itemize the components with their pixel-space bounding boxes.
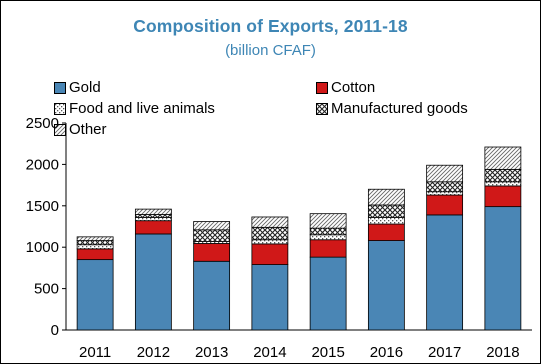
legend-label-cotton: Cotton xyxy=(331,79,376,96)
bar-segment-manufactured-goods-2018 xyxy=(484,168,522,183)
bar-segment-other-2012 xyxy=(134,208,172,215)
y-tick-label: 0 xyxy=(51,322,59,339)
bar-segment-gold-2017 xyxy=(426,214,464,331)
bar-segment-cotton-2012 xyxy=(134,220,172,235)
legend-item-cotton: Cotton xyxy=(316,79,375,96)
x-tick-label: 2016 xyxy=(370,344,403,361)
bar-segment-other-2013 xyxy=(193,221,231,231)
y-tick-label: 2500 xyxy=(26,115,59,132)
bar-segment-cotton-2014 xyxy=(251,243,289,265)
bar-segment-food-and-live-animals-2014 xyxy=(251,239,289,245)
x-tick-label: 2011 xyxy=(79,344,111,361)
bar-segment-other-2015 xyxy=(309,213,347,229)
x-tick-label: 2012 xyxy=(137,344,170,361)
bar-segment-manufactured-goods-2013 xyxy=(193,229,231,242)
bar-segment-gold-2012 xyxy=(134,233,172,331)
legend-swatch-manufactured xyxy=(316,102,328,115)
bar-segment-other-2011 xyxy=(76,236,114,241)
bar-segment-manufactured-goods-2014 xyxy=(251,226,289,241)
bar-segment-cotton-2015 xyxy=(309,239,347,258)
bar-segment-food-and-live-animals-2018 xyxy=(484,181,522,187)
chart-title: Composition of Exports, 2011-18 xyxy=(133,16,408,36)
x-tick-label: 2018 xyxy=(486,344,519,361)
bar-segment-manufactured-goods-2017 xyxy=(426,181,464,193)
bar-segment-cotton-2016 xyxy=(367,223,405,241)
chart-labels: 0 500 1000 1500 2000 2500 2011 2012 2013 2014 2015… xyxy=(26,115,520,361)
y-tick-label: 1500 xyxy=(26,198,59,215)
legend-swatch-cotton xyxy=(316,81,328,94)
bar-segment-other-2017 xyxy=(426,164,464,183)
legend-item-manufactured: Manufactured goods xyxy=(316,100,468,117)
bar-segment-food-and-live-animals-2017 xyxy=(426,191,464,196)
x-tick-label: 2015 xyxy=(311,344,344,361)
bar-segment-food-and-live-animals-2011 xyxy=(76,244,114,250)
legend-label-food: Food and live animals xyxy=(69,100,215,117)
y-tick-label: 500 xyxy=(34,281,59,298)
x-tick-label: 2017 xyxy=(428,344,461,361)
y-tick-label: 2000 xyxy=(26,156,59,173)
bar-segment-cotton-2017 xyxy=(426,194,464,216)
legend-swatch-gold xyxy=(54,81,66,94)
bar-segment-food-and-live-animals-2012 xyxy=(134,216,172,222)
bar-segment-manufactured-goods-2016 xyxy=(367,204,405,218)
legend-item-food: Food and live animals xyxy=(54,100,215,117)
bar-segment-manufactured-goods-2012 xyxy=(134,214,172,218)
legend-label-manufactured: Manufactured goods xyxy=(331,100,468,117)
bar-segment-manufactured-goods-2015 xyxy=(309,227,347,236)
bar-segment-gold-2013 xyxy=(193,260,231,331)
legend-swatch-food xyxy=(54,102,66,115)
bar-segment-gold-2014 xyxy=(251,264,289,331)
legend-label-gold: Gold xyxy=(69,79,101,96)
bar-segment-manufactured-goods-2011 xyxy=(76,240,114,246)
bar-segment-cotton-2018 xyxy=(484,185,522,208)
bar-segment-food-and-live-animals-2016 xyxy=(367,216,405,225)
bar-segment-gold-2015 xyxy=(309,256,347,331)
bar-segment-cotton-2011 xyxy=(76,248,114,261)
bar-segment-cotton-2013 xyxy=(193,243,231,262)
legend-item-gold: Gold xyxy=(54,79,101,96)
bar-segment-other-2018 xyxy=(484,146,522,170)
bar-segment-other-2016 xyxy=(367,188,405,206)
bar-segment-gold-2018 xyxy=(484,206,522,331)
bar-segment-food-and-live-animals-2015 xyxy=(309,234,347,241)
chart-subtitle: (billion CFAF) xyxy=(225,42,316,59)
bar-segment-gold-2011 xyxy=(76,259,114,331)
y-tick-label: 1000 xyxy=(26,239,59,256)
legend-label-other: Other xyxy=(69,121,107,138)
chart-bars xyxy=(76,146,522,331)
x-tick-label: 2014 xyxy=(253,344,286,361)
bar-segment-other-2014 xyxy=(251,216,289,228)
x-tick-label: 2013 xyxy=(195,344,228,361)
bar-segment-gold-2016 xyxy=(367,240,405,331)
